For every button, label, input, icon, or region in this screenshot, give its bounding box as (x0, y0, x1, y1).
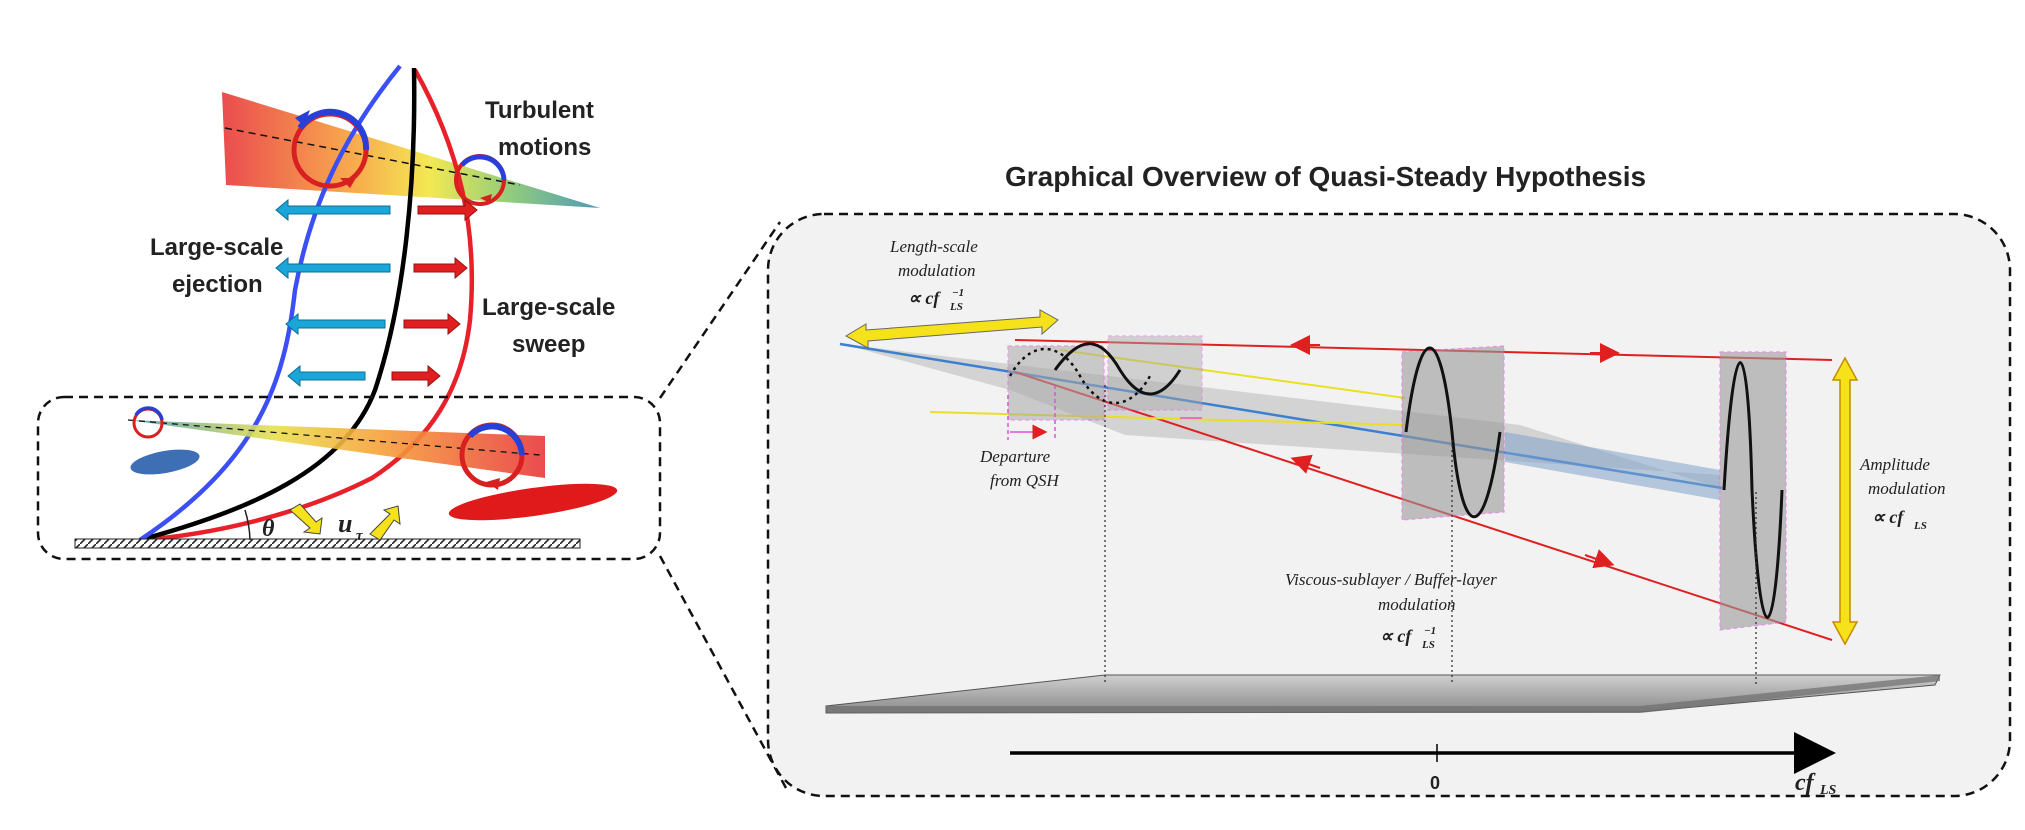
axis-cf-label-sub: LS (1819, 783, 1837, 798)
right-panel: 0 cf LS Length-scale modulation ∝ cf LS … (766, 212, 2012, 798)
label-length-scale-sup: −1 (952, 287, 964, 299)
label-length-scale-prop: ∝ cf (908, 288, 941, 308)
propagation-band (1505, 432, 1720, 500)
wall-surface (74, 538, 581, 549)
label-sweep-2: sweep (512, 331, 585, 358)
axis-cf-label: cf (1795, 770, 1816, 796)
label-u-tau: u (338, 509, 352, 538)
low-speed-streak (130, 449, 200, 475)
label-length-scale-1: Length-scale (889, 237, 978, 256)
cw-vortex-icon (291, 108, 370, 189)
label-departure-1: Departure (979, 447, 1051, 466)
red-velocity-profile (139, 68, 475, 543)
slab-left (1007, 345, 1105, 421)
label-amplitude-2: modulation (1868, 479, 1945, 498)
departure-dotted-wave (1008, 347, 1152, 405)
label-amplitude-prop: ∝ cf (1872, 507, 1905, 527)
wedge-centerline-lower (127, 419, 541, 456)
wedge-centerline-upper (224, 127, 521, 186)
label-u-tau-sub: τ (356, 528, 364, 544)
yellow-double-arrow-icon (844, 309, 1059, 349)
label-length-scale-2: modulation (898, 261, 975, 280)
yellow-vertical-double-arrow-icon (1831, 356, 1859, 646)
ccw-vortex-icon (454, 154, 507, 206)
black-velocity-profile (139, 67, 417, 543)
label-viscous-1: Viscous-sublayer / Buffer-layer (1285, 570, 1497, 589)
left-panel: Turbulent motions Large-scale ejection L… (36, 64, 662, 561)
middle-wave (1404, 346, 1502, 519)
inset-box (36, 395, 662, 561)
yellow-arrow-down-icon (289, 503, 323, 535)
label-viscous-prop: ∝ cf (1380, 626, 1413, 646)
label-sweep-1: Large-scale (482, 294, 615, 321)
label-viscous-sub: LS (1421, 639, 1435, 651)
connector-top (658, 221, 782, 399)
label-viscous-sup: −1 (1424, 625, 1436, 637)
label-length-scale-sub: LS (949, 301, 963, 313)
envelope-top (1014, 339, 1833, 361)
label-theta: θ (262, 516, 275, 542)
axis-zero-label: 0 (1430, 773, 1440, 793)
ejection-arrows (275, 198, 391, 388)
blue-velocity-profile (138, 64, 402, 542)
theta-arc (244, 509, 251, 541)
label-turbulent-motions-2: motions (498, 134, 591, 161)
yellow-arrow-up-icon (369, 505, 401, 541)
small-vortex-icon (132, 406, 164, 439)
large-vortex-icon (459, 422, 525, 490)
label-ejection-1: Large-scale (150, 234, 283, 261)
label-turbulent-motions-1: Turbulent (485, 97, 594, 124)
turbulent-wedge-lower (128, 420, 545, 478)
high-speed-streak (448, 483, 618, 521)
label-amplitude-1: Amplitude (1859, 455, 1930, 474)
slab-left-back (1107, 335, 1203, 411)
sweep-arrows (391, 198, 478, 388)
length-scale-guide-2 (1059, 349, 1406, 399)
figure-title: Graphical Overview of Quasi-Steady Hypot… (1005, 161, 1646, 192)
departure-solid-wave (1053, 342, 1182, 396)
label-departure-2: from QSH (990, 471, 1061, 490)
label-viscous-2: modulation (1378, 595, 1455, 614)
label-amplitude-sub: LS (1913, 520, 1927, 532)
envelope-arrow-3 (1290, 454, 1321, 474)
envelope-arrow-4 (1584, 549, 1615, 569)
right-wave (1722, 361, 1784, 619)
label-ejection-2: ejection (172, 271, 263, 298)
ground-plate-side (826, 675, 1940, 713)
